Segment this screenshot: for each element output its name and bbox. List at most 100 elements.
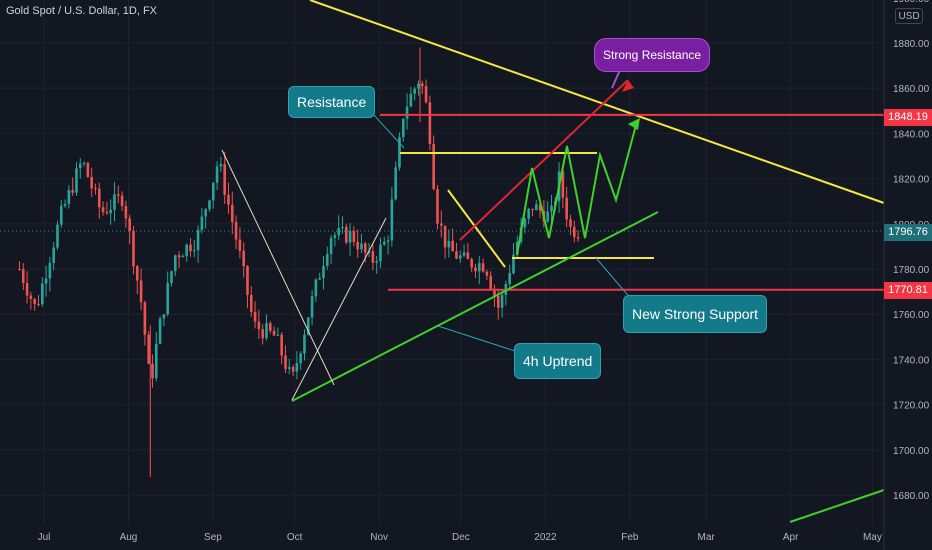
candle-body	[253, 311, 257, 322]
candle-body	[576, 237, 580, 239]
candle-body	[116, 194, 120, 196]
candle-body	[401, 118, 405, 138]
candle-body	[360, 243, 363, 250]
candle-body	[71, 189, 74, 193]
candle-body	[470, 259, 473, 268]
candle-body	[246, 266, 249, 295]
time-tick-label: Mar	[698, 532, 716, 543]
candle-body	[455, 251, 458, 259]
candle-body	[147, 334, 150, 364]
candle-body	[177, 255, 181, 258]
candle-body	[276, 334, 280, 336]
candle-body	[299, 353, 302, 364]
candle-body	[432, 143, 435, 190]
candle-body	[94, 188, 97, 190]
price-tick-label: 1860.00	[893, 84, 930, 95]
candle-body	[261, 329, 264, 339]
major-downtrend-line	[309, 0, 885, 204]
projection-arrowhead	[628, 118, 640, 130]
candle-body	[496, 296, 500, 308]
candle-body	[443, 225, 447, 248]
candle-body	[173, 255, 177, 272]
candle-body	[363, 243, 367, 253]
candle-body	[481, 263, 485, 272]
time-tick-label: May	[863, 532, 882, 543]
candle-body	[44, 278, 48, 284]
candle-body	[489, 275, 492, 289]
candle-body	[337, 228, 340, 236]
candle-body	[227, 194, 230, 205]
candle-body	[371, 251, 375, 263]
candle-body	[352, 231, 356, 242]
price-axis: 1680.00 1700.00 1720.00 1740.00 1760.00 1780.…	[883, 0, 930, 550]
candle-body	[329, 237, 333, 254]
time-tick-label: Dec	[452, 532, 470, 543]
new-strong-support-callout: New Strong Support	[623, 295, 768, 333]
candle-body	[158, 318, 162, 344]
candle-body	[398, 137, 401, 168]
candle-body	[561, 171, 565, 198]
candle-body	[268, 323, 272, 331]
candle-body	[162, 314, 166, 319]
triangle-line-a	[221, 149, 335, 386]
strong-resistance-pointer	[611, 69, 621, 89]
candle-body	[63, 203, 67, 206]
time-tick-label: Aug	[120, 532, 138, 543]
candle-body	[314, 279, 318, 297]
short-downtrend-line	[447, 189, 506, 268]
candle-body	[409, 93, 413, 107]
candle-body	[565, 197, 568, 220]
candle-body	[466, 252, 470, 260]
strong-resistance-callout: Strong Resistance	[594, 38, 711, 72]
candle-body	[306, 317, 310, 335]
time-tick-label: Apr	[783, 532, 799, 543]
candle-body	[405, 106, 409, 119]
candle-body	[120, 195, 124, 206]
candle-body	[139, 280, 143, 303]
candle-body	[451, 240, 454, 252]
candle-body	[59, 205, 63, 225]
candle-body	[101, 207, 105, 213]
candle-body	[375, 261, 378, 263]
candle-body	[192, 250, 196, 252]
currency-unit-badge[interactable]: USD	[895, 8, 923, 24]
time-axis: Jul Aug Sep Oct Nov Dec 2022 Feb Mar Apr May	[38, 532, 882, 543]
candle-body	[333, 235, 337, 238]
candle-body	[219, 164, 223, 167]
candle-body	[33, 298, 36, 304]
candle-body	[52, 247, 55, 263]
candle-body	[379, 244, 382, 262]
candle-body	[493, 288, 496, 297]
candle-body	[436, 189, 439, 224]
candle-body	[356, 241, 359, 250]
candle-body	[550, 205, 553, 212]
time-tick-label: Feb	[621, 532, 639, 543]
candle-body	[29, 295, 33, 299]
candle-body	[512, 254, 515, 274]
candle-body	[128, 218, 131, 231]
candle-body	[37, 303, 40, 305]
candle-body	[21, 269, 25, 284]
candle-body	[113, 194, 116, 210]
uptrend-4h-line	[291, 211, 659, 402]
current-price-label: 1796.76	[884, 224, 932, 241]
candle-body	[462, 252, 466, 256]
long-term-uptrend-line	[789, 489, 885, 523]
candle-body	[272, 330, 276, 336]
price-tick-label: 1700.00	[893, 446, 930, 457]
strong-resistance-arrowhead	[622, 80, 634, 92]
candle-body	[291, 367, 295, 372]
time-tick-label: Oct	[287, 532, 303, 543]
candle-body	[109, 209, 112, 214]
chart-grid	[0, 0, 884, 525]
candle-body	[185, 244, 188, 257]
candle-body	[382, 241, 386, 245]
chart-drawings	[0, 0, 885, 523]
candle-body	[310, 296, 314, 318]
candle-body	[75, 168, 78, 193]
chart-title: Gold Spot / U.S. Dollar, 1D, FX	[6, 5, 158, 17]
price-tick-label: 1900.00	[893, 0, 930, 5]
candle-body	[230, 204, 234, 223]
candle-body	[287, 367, 291, 369]
